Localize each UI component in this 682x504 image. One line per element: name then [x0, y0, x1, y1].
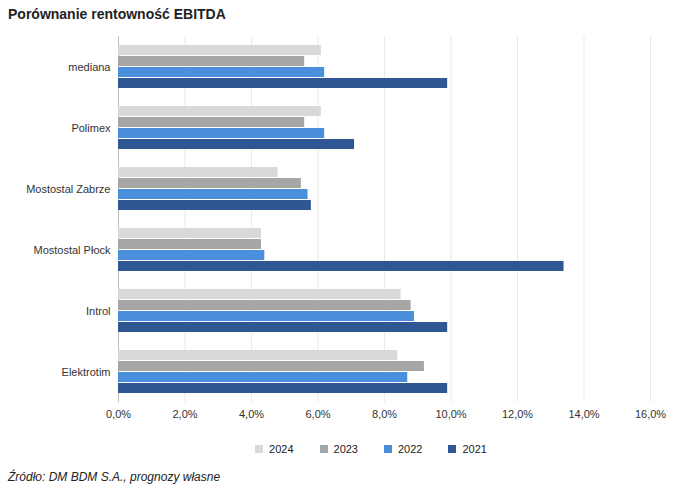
svg-text:4,0%: 4,0% — [239, 408, 264, 420]
svg-text:16,0%: 16,0% — [635, 408, 666, 420]
svg-text:Polimex: Polimex — [71, 122, 111, 134]
svg-text:Elektrotim: Elektrotim — [62, 366, 111, 378]
svg-text:10,0%: 10,0% — [435, 408, 466, 420]
html-text:2022: 2022 — [398, 443, 423, 455]
svg-text:0,0%: 0,0% — [106, 408, 131, 420]
svg-text:2,0%: 2,0% — [172, 408, 197, 420]
html-text:2023: 2023 — [333, 443, 358, 455]
html-text:Źródło: DM BDM S.A., prognozy: Źródło: DM BDM S.A., prognozy własne — [8, 470, 221, 484]
svg-text:Mostostal Płock: Mostostal Płock — [33, 244, 111, 256]
svg-text:Mostostal Zabrze: Mostostal Zabrze — [26, 183, 110, 195]
svg-text:Introl: Introl — [86, 305, 110, 317]
html-text:2024: 2024 — [269, 443, 294, 455]
html-text:Porównanie rentowność EBITDA: Porównanie rentowność EBITDA — [8, 6, 226, 22]
svg-text:8,0%: 8,0% — [372, 408, 397, 420]
svg-text:14,0%: 14,0% — [568, 408, 599, 420]
html-text:2021: 2021 — [462, 443, 487, 455]
svg-text:mediana: mediana — [68, 61, 111, 73]
svg-text:12,0%: 12,0% — [502, 408, 533, 420]
svg-text:6,0%: 6,0% — [305, 408, 330, 420]
